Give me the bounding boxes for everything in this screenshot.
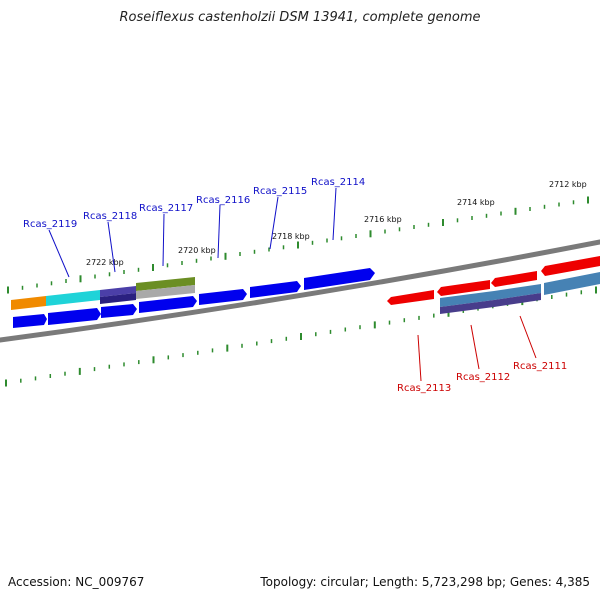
accession-text: Accession: NC_009767 bbox=[8, 575, 145, 589]
gene-arrow-reverse[interactable] bbox=[437, 280, 490, 296]
feature-steel-3[interactable] bbox=[544, 272, 600, 295]
gene-arrow-forward[interactable] bbox=[101, 304, 137, 318]
figure-title: Roseiflexus castenholzii DSM 13941, comp… bbox=[119, 10, 481, 25]
gene-arrow-forward[interactable] bbox=[48, 308, 101, 325]
gene-label-forward[interactable]: Rcas_2119 bbox=[23, 219, 77, 230]
gene-label-forward[interactable]: Rcas_2115 bbox=[253, 186, 307, 197]
gene-label-reverse[interactable]: Rcas_2111 bbox=[513, 361, 567, 372]
feature-purple-lower[interactable] bbox=[100, 293, 136, 304]
genome-backbone bbox=[0, 239, 600, 343]
gene-label-forward[interactable]: Rcas_2116 bbox=[196, 195, 250, 206]
feature-slate-2[interactable] bbox=[494, 293, 541, 307]
feature-steel-2[interactable] bbox=[494, 284, 541, 300]
feature-steel-1[interactable] bbox=[440, 291, 494, 307]
feature-olive[interactable] bbox=[136, 277, 195, 291]
scale-label-2714: 2714 kbp bbox=[457, 198, 495, 207]
feature-gray[interactable] bbox=[136, 285, 195, 299]
gene-arrow-forward[interactable] bbox=[250, 281, 301, 298]
leader-line bbox=[470, 324, 480, 370]
gene-arrow-reverse[interactable] bbox=[491, 271, 537, 287]
gene-arrow-forward[interactable] bbox=[13, 314, 47, 328]
gene-label-forward[interactable]: Rcas_2118 bbox=[83, 211, 137, 222]
gene-arrow-reverse[interactable] bbox=[387, 290, 434, 305]
gene-label-reverse[interactable]: Rcas_2113 bbox=[397, 383, 451, 394]
gene-arrow-forward[interactable] bbox=[304, 268, 375, 290]
feature-slate-1[interactable] bbox=[440, 300, 494, 314]
feature-cyan[interactable] bbox=[46, 290, 100, 306]
gene-label-forward[interactable]: Rcas_2117 bbox=[139, 203, 193, 214]
gene-label-reverse[interactable]: Rcas_2112 bbox=[456, 372, 510, 383]
scale-label-2718: 2718 kbp bbox=[272, 232, 310, 241]
leader-line bbox=[217, 204, 221, 259]
leader-line bbox=[269, 196, 279, 250]
leader-line bbox=[417, 334, 422, 382]
leader-line bbox=[162, 213, 165, 267]
leader-line bbox=[48, 229, 70, 278]
gene-arrow-reverse[interactable] bbox=[541, 256, 600, 276]
leader-line bbox=[107, 221, 116, 273]
gene-label-forward[interactable]: Rcas_2114 bbox=[311, 177, 365, 188]
scale-label-2716: 2716 kbp bbox=[364, 215, 402, 224]
leader-line bbox=[332, 187, 337, 241]
scale-label-2712: 2712 kbp bbox=[549, 180, 587, 189]
scale-label-2720: 2720 kbp bbox=[178, 246, 216, 255]
feature-purple-upper[interactable] bbox=[100, 286, 136, 297]
scale-ticks-upper bbox=[7, 196, 589, 294]
gene-arrow-forward[interactable] bbox=[199, 289, 247, 305]
scale-label-2722: 2722 kbp bbox=[86, 258, 124, 267]
gene-arrow-forward[interactable] bbox=[139, 296, 197, 313]
genome-stats-text: Topology: circular; Length: 5,723,298 bp… bbox=[260, 575, 590, 589]
leader-line bbox=[519, 315, 537, 359]
feature-orange[interactable] bbox=[11, 296, 46, 310]
